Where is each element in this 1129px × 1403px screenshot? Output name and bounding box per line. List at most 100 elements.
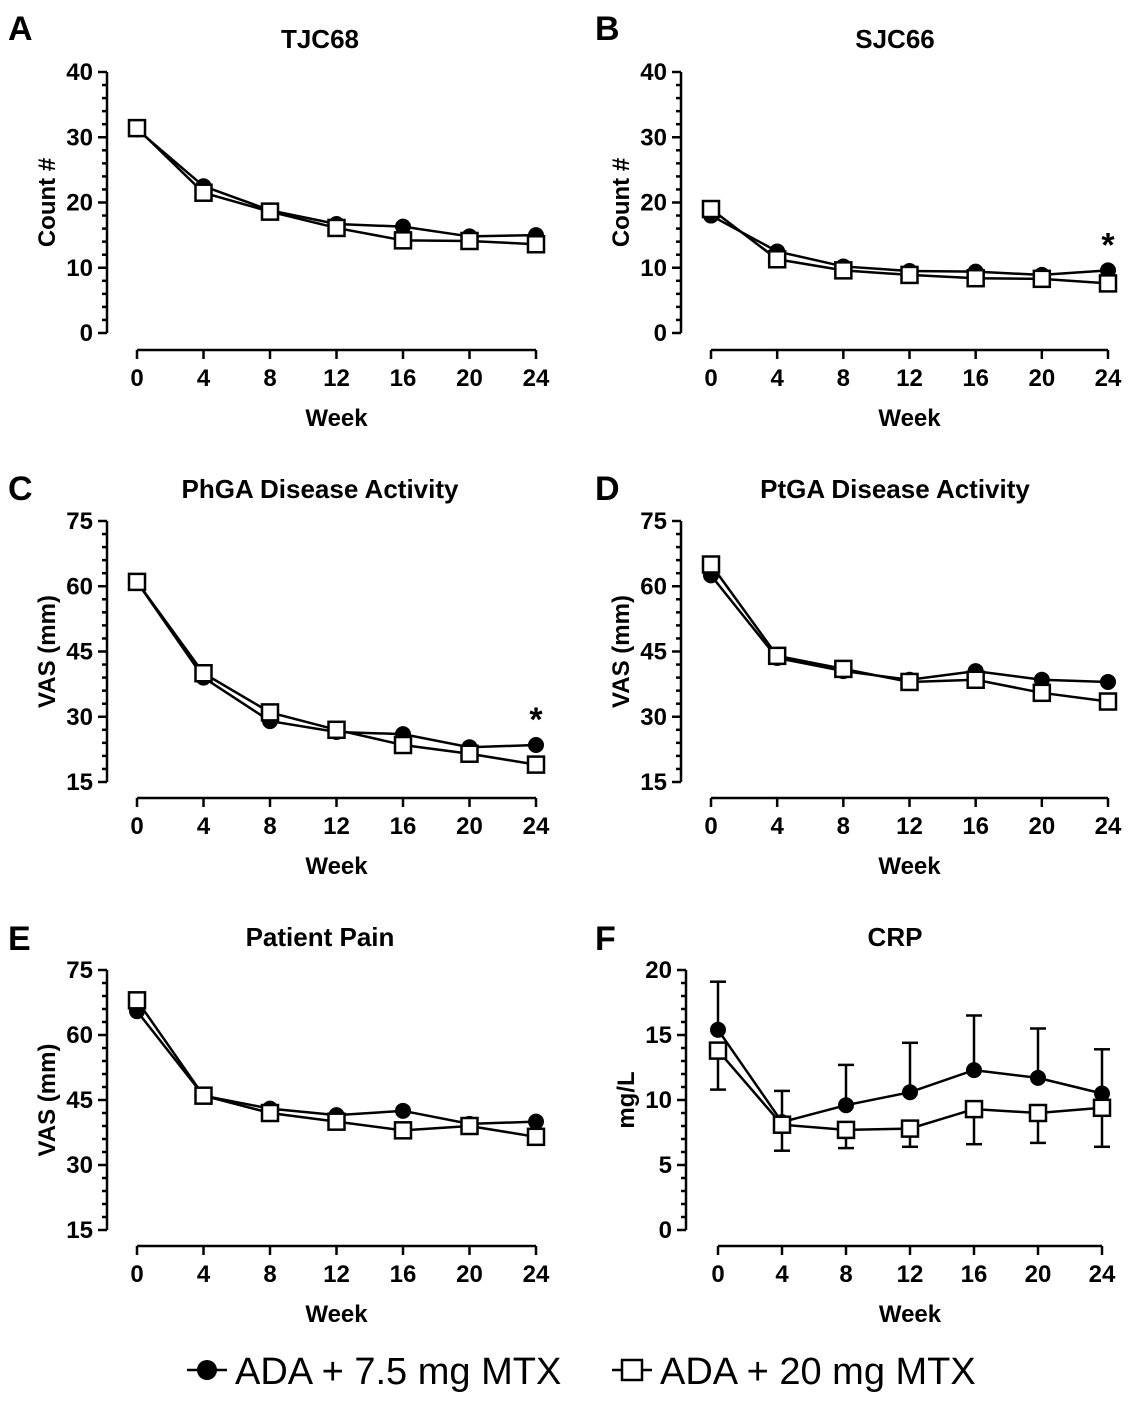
x-tick-label: 20	[456, 1261, 483, 1288]
x-tick-label: 0	[704, 365, 717, 392]
x-tick-label: 12	[896, 365, 923, 392]
x-tick-label: 8	[837, 813, 850, 840]
panel-title: Patient Pain	[246, 922, 395, 952]
y-tick-label: 20	[66, 190, 93, 217]
y-tick-label: 60	[66, 573, 93, 600]
panel-d: D PtGA Disease Activity 15 30 45 60 75 VAS (mm)…	[595, 470, 1122, 880]
data-point-square	[966, 268, 985, 288]
x-tick-label: 20	[456, 365, 483, 392]
y-tick-label: 10	[645, 1087, 672, 1114]
significance-annotation: *	[529, 701, 543, 739]
x-tick-label: 24	[1095, 813, 1122, 840]
x-tick-label: 0	[130, 813, 143, 840]
x-tick-label: 12	[323, 1261, 350, 1288]
y-tick-label: 40	[66, 59, 93, 86]
data-point-square	[834, 659, 853, 679]
x-tick-label: 24	[523, 365, 550, 392]
y-tick-label: 30	[640, 704, 667, 731]
x-axis-label: Week	[305, 1301, 368, 1328]
x-tick-label: 4	[197, 1261, 211, 1288]
legend-item: ADA + 7.5 mg MTX	[187, 1351, 561, 1393]
legend-item: ADA + 20 mg MTX	[612, 1351, 976, 1393]
panel-c: C PhGA Disease Activity 15 30 45 60 75 VAS (mm)…	[8, 470, 550, 880]
panel-e: E Patient Pain 15 30 45 60 75 VAS (mm) 0 4 8 12 16 20…	[8, 920, 550, 1328]
x-tick-label: 0	[711, 1261, 724, 1288]
data-point-square	[767, 250, 787, 269]
data-point-square	[393, 231, 413, 250]
x-tick-label: 4	[770, 365, 784, 392]
legend-label: ADA + 20 mg MTX	[660, 1351, 976, 1393]
x-tick-label: 8	[839, 1261, 852, 1288]
x-tick-label: 4	[775, 1261, 789, 1288]
data-point-circle	[528, 737, 544, 754]
x-tick-label: 20	[1028, 813, 1055, 840]
data-point-circle	[528, 1113, 544, 1130]
x-axis-label: Week	[305, 405, 368, 432]
panel-f: F CRP 0 5 10 15 20 mg/L 0 4 8 12 16 20 24 Week	[595, 920, 1116, 1328]
data-point-square	[526, 1127, 546, 1147]
y-axis-label: Count #	[34, 158, 61, 247]
data-point-square	[900, 265, 919, 285]
panel-letter: D	[595, 470, 620, 508]
x-axis-label: Week	[879, 1301, 942, 1328]
y-tick-label: 10	[640, 255, 667, 282]
data-point-square	[1098, 274, 1118, 293]
y-tick-label: 30	[66, 704, 93, 731]
y-tick-label: 20	[640, 190, 667, 217]
data-point-square	[327, 218, 346, 238]
data-point-square	[834, 261, 853, 280]
x-tick-label: 24	[1089, 1261, 1116, 1288]
data-point-square	[1098, 692, 1118, 711]
x-tick-label: 12	[323, 365, 350, 392]
x-tick-label: 0	[130, 365, 143, 392]
y-tick-label: 40	[640, 59, 667, 86]
data-point-square	[526, 755, 546, 774]
series-line-1	[136, 1010, 537, 1126]
y-tick-label: 30	[66, 124, 93, 151]
y-tick-label: 45	[66, 1087, 93, 1114]
data-point-square	[127, 991, 147, 1010]
x-tick-label: 4	[197, 365, 211, 392]
data-point-square	[526, 235, 546, 254]
x-tick-label: 24	[523, 1261, 550, 1288]
data-point-square	[767, 646, 787, 666]
y-tick-label: 30	[66, 1152, 93, 1179]
x-tick-label: 16	[390, 813, 417, 840]
y-axis-label: Count #	[608, 158, 635, 247]
data-point-square	[327, 1112, 346, 1131]
data-point-square	[260, 703, 280, 722]
legend-label: ADA + 7.5 mg MTX	[235, 1351, 561, 1393]
panel-b: B SJC66 0 10 20 30 40 Count # 0 4 8 12 16 20 24 Week *	[595, 10, 1122, 432]
y-tick-label: 15	[66, 769, 93, 796]
x-tick-label: 12	[897, 1261, 924, 1288]
y-tick-label: 5	[659, 1152, 672, 1179]
x-tick-label: 20	[1025, 1261, 1052, 1288]
panel-title: TJC68	[281, 24, 359, 54]
data-point-square	[701, 555, 721, 574]
x-tick-label: 16	[390, 1261, 417, 1288]
y-tick-label: 45	[66, 639, 93, 666]
data-point-square	[260, 202, 280, 221]
panel-title: PtGA Disease Activity	[760, 474, 1030, 504]
data-point-square	[701, 199, 721, 219]
x-tick-label: 16	[962, 813, 989, 840]
x-tick-label: 12	[896, 813, 923, 840]
panel-title: PhGA Disease Activity	[182, 474, 460, 504]
panel-letter: E	[8, 920, 31, 958]
panel-a: A TJC68 0 10 20 30 40 Count # 0 4 8 12 16 20 24 Week	[8, 10, 550, 432]
data-point-circle	[395, 1102, 411, 1119]
y-tick-label: 60	[66, 1022, 93, 1049]
x-tick-label: 0	[704, 813, 717, 840]
y-tick-label: 15	[645, 1022, 672, 1049]
y-tick-label: 0	[80, 320, 93, 347]
data-point-square	[900, 672, 919, 692]
panel-letter: C	[8, 470, 33, 508]
panel-letter: F	[595, 920, 616, 958]
legend-marker-square	[620, 1358, 644, 1382]
data-point-square	[127, 572, 147, 592]
panel-title: CRP	[868, 922, 923, 952]
y-axis-label: VAS (mm)	[608, 595, 635, 708]
y-tick-label: 0	[659, 1217, 672, 1244]
x-axis-label: Week	[305, 853, 368, 880]
